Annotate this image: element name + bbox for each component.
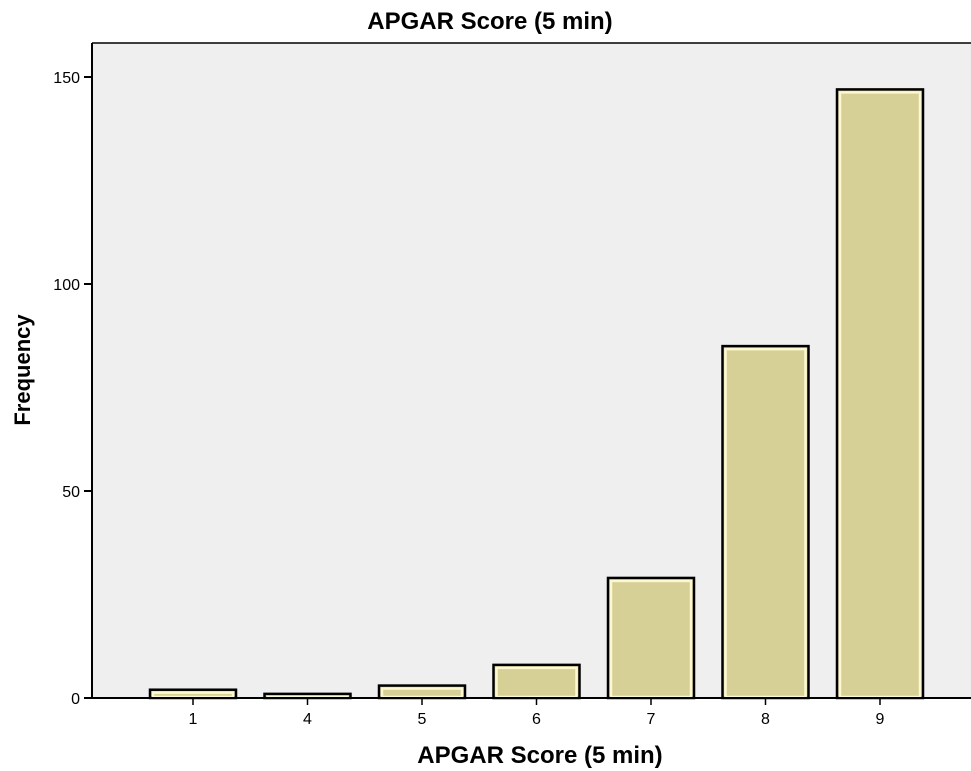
y-tick-label-0: 0 — [71, 691, 80, 708]
y-tick-label-150: 150 — [53, 70, 80, 87]
x-tick-label-8: 8 — [761, 711, 770, 728]
x-tick-label-4: 4 — [303, 711, 312, 728]
x-tick-label-7: 7 — [647, 711, 656, 728]
axes-layer: 0 50 100 150 1 4 5 6 7 8 9 — [53, 42, 971, 728]
x-tick-label-6: 6 — [532, 711, 541, 728]
bar-9 — [835, 88, 925, 700]
x-tick-label-1: 1 — [189, 711, 198, 728]
bar-1 — [148, 688, 238, 700]
x-tick-label-9: 9 — [876, 711, 885, 728]
bar-8 — [721, 344, 810, 700]
y-tick-label-100: 100 — [53, 277, 80, 294]
y-axis-label: Frequency — [10, 314, 35, 426]
plot-area — [92, 43, 971, 698]
y-tick-label-50: 50 — [62, 484, 80, 501]
bar-5 — [377, 684, 467, 700]
bar-7 — [606, 576, 696, 700]
x-axis-label: APGAR Score (5 min) — [417, 742, 663, 769]
x-tick-label-5: 5 — [418, 711, 427, 728]
bar-6 — [492, 663, 581, 700]
chart-title: APGAR Score (5 min) — [367, 8, 613, 35]
